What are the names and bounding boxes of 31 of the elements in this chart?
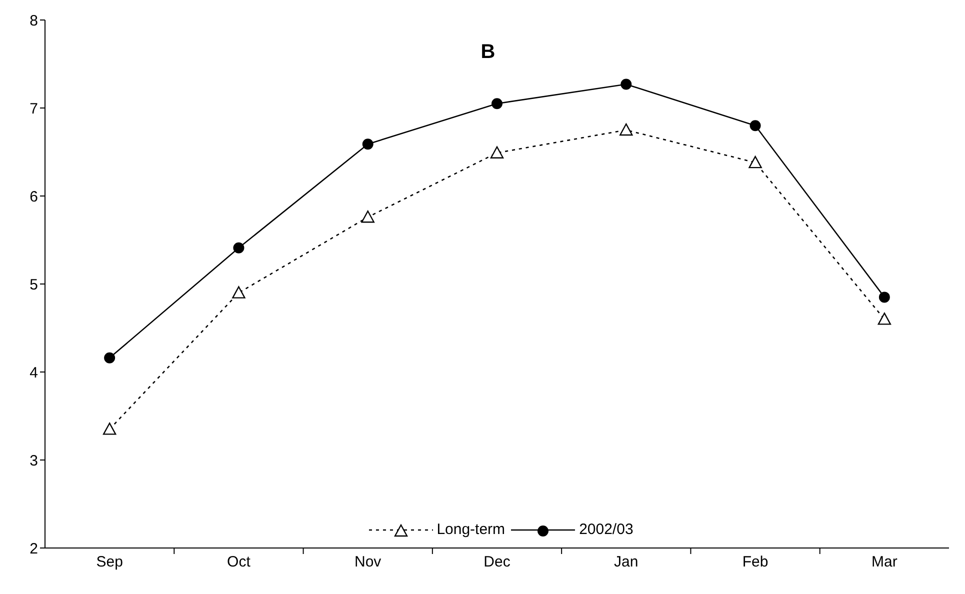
x-tick-label: Feb xyxy=(742,554,768,571)
point xyxy=(750,120,761,132)
x-tick-label: Dec xyxy=(484,554,511,571)
y-tick-label: 8 xyxy=(30,12,38,30)
point xyxy=(104,352,116,364)
x-tick-label: Oct xyxy=(227,554,252,571)
point xyxy=(232,286,246,298)
point xyxy=(620,78,632,90)
legend-label: Long-term xyxy=(436,521,506,538)
point xyxy=(878,312,892,325)
x-tick-label: Jan xyxy=(614,554,638,571)
x-tick-label: Mar xyxy=(872,554,898,571)
x-tick-label: Nov xyxy=(354,554,382,571)
y-tick-label: 5 xyxy=(30,276,38,294)
point xyxy=(492,98,502,110)
x-tick-label: Sep xyxy=(96,554,123,571)
y-tick-label: 7 xyxy=(30,100,38,118)
point xyxy=(490,146,504,158)
text: B xyxy=(480,41,496,63)
point xyxy=(748,156,762,168)
point xyxy=(620,123,633,136)
y-tick-label: 2 xyxy=(30,540,38,558)
point xyxy=(878,292,890,303)
legend-label: 2002/03 xyxy=(579,521,634,538)
y-tick-label: 4 xyxy=(30,364,38,382)
point xyxy=(362,138,374,150)
point xyxy=(361,210,374,223)
point xyxy=(102,422,116,435)
y-tick-label: 3 xyxy=(30,452,38,470)
y-tick-label: 6 xyxy=(30,188,38,206)
point xyxy=(233,242,244,254)
